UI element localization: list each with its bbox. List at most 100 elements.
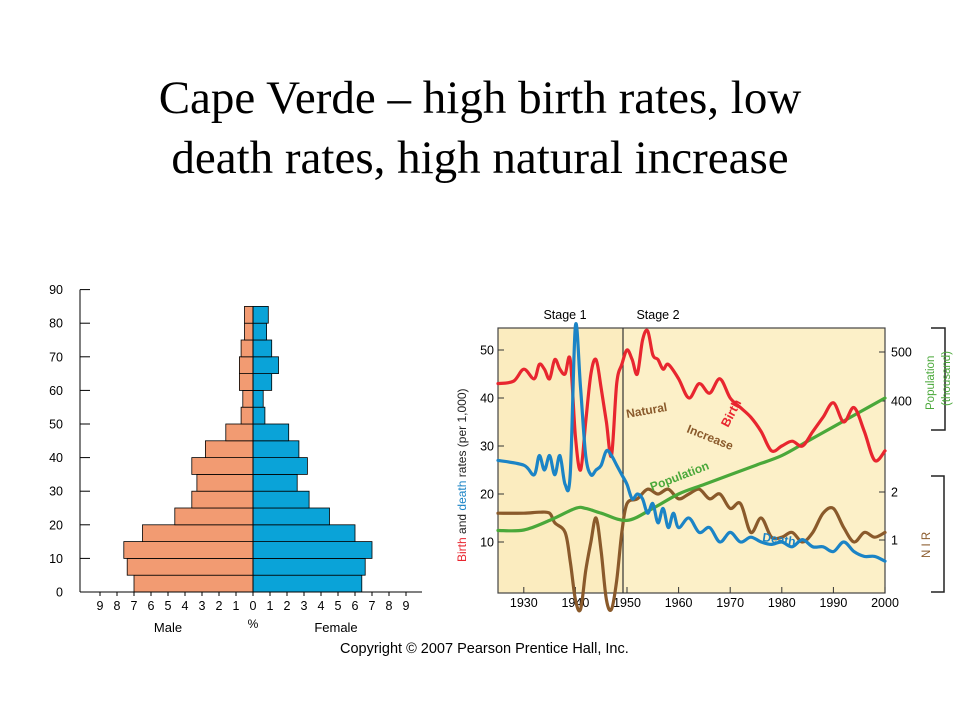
y-axis-label-birth: Birth <box>455 537 469 562</box>
pyramid-x-tick-label: 6 <box>148 599 155 613</box>
nir-axis-label: N I R <box>921 532 933 558</box>
female-bar-5-9 <box>252 558 366 576</box>
x-tick-label-1960: 1960 <box>665 596 693 610</box>
pyramid-x-tick-label: 8 <box>386 599 393 613</box>
female-bar-55-59 <box>252 389 264 408</box>
male-bar-70-74 <box>240 339 254 358</box>
female-bar-45-49 <box>252 423 290 442</box>
pyramid-x-tick-label: 2 <box>284 599 291 613</box>
slide-title: Cape Verde – high birth rates, low death… <box>0 68 960 188</box>
left-y-tick-label-50: 50 <box>480 344 494 358</box>
pyramid-x-tick-label: 3 <box>199 599 206 613</box>
x-tick-label-1980: 1980 <box>768 596 796 610</box>
male-bar-60-64 <box>238 373 254 391</box>
pyramid-y-tick-label-20: 20 <box>49 518 63 532</box>
stage-1-label: Stage 1 <box>543 308 586 322</box>
male-bar-25-29 <box>191 490 254 509</box>
pyramid-y-tick-label-70: 70 <box>49 350 63 364</box>
male-bar-55-59 <box>242 389 254 408</box>
pyramid-x-tick-label: 5 <box>165 599 172 613</box>
population-axis-label: Population <box>925 356 937 410</box>
population-bracket <box>931 327 946 431</box>
male-bar-20-24 <box>174 507 254 526</box>
y-axis-label-and: and <box>455 514 469 534</box>
male-bar-80-84 <box>244 305 254 324</box>
pyramid-male-label: Male <box>154 620 182 635</box>
pyramid-female-label: Female <box>314 620 357 635</box>
pyramid-x-tick-label: 4 <box>182 599 189 613</box>
female-bar-15-19 <box>252 524 356 542</box>
pyramid-x-tick-label: 6 <box>352 599 359 613</box>
pyramid-x-tick-label: 7 <box>369 599 376 613</box>
male-bar-45-49 <box>225 423 254 442</box>
female-bar-60-64 <box>252 373 273 391</box>
male-bar-75-79 <box>244 322 254 341</box>
pyramid-y-tick-label-80: 80 <box>49 317 63 331</box>
title-line-2: death rates, high natural increase <box>171 132 789 184</box>
male-bar-35-39 <box>191 457 254 475</box>
pyramid-y-tick-label-0: 0 <box>56 586 63 600</box>
pyramid-x-axis-label: % <box>248 617 259 631</box>
y-axis-label: Birth and death rates (per 1,000) <box>455 389 469 563</box>
male-bar-65-69 <box>238 356 254 374</box>
female-bar-70-74 <box>252 339 273 358</box>
series-line-natural-increase <box>496 487 887 613</box>
series-line-birth <box>496 328 887 472</box>
pyramid-x-tick-label: 8 <box>114 599 121 613</box>
series-line-death <box>496 322 887 563</box>
pyramid-x-tick-label: 3 <box>301 599 308 613</box>
x-tick-label-1990: 1990 <box>819 596 847 610</box>
copyright-notice: Copyright © 2007 Pearson Prentice Hall, … <box>340 641 629 657</box>
pyramid-y-tick-label-90: 90 <box>49 283 63 297</box>
nir-tick-label-1: 1 <box>891 534 898 548</box>
y-axis-label-rest: rates (per 1,000) <box>455 389 469 478</box>
male-bar-40-44 <box>204 440 254 458</box>
transition-series <box>496 322 887 613</box>
left-y-tick-label-20: 20 <box>480 488 494 502</box>
male-bar-30-34 <box>196 473 254 492</box>
stage-2-label: Stage 2 <box>636 308 679 322</box>
female-bar-10-14 <box>252 541 373 559</box>
x-tick-label-2000: 2000 <box>871 596 899 610</box>
pyramid-y-tick-label-10: 10 <box>49 552 63 566</box>
nir-bracket <box>931 475 945 593</box>
pyramid-x-tick-label: 9 <box>403 599 410 613</box>
pyramid-x-tick-label: 7 <box>131 599 138 613</box>
female-bar-65-69 <box>252 356 279 374</box>
pyramid-x-tick-label: 9 <box>97 599 104 613</box>
female-bar-0-4 <box>252 574 363 593</box>
x-tick-label-1970: 1970 <box>716 596 744 610</box>
population-tick-label-500: 500 <box>891 346 912 360</box>
series-label-death: Death <box>762 530 797 549</box>
pyramid-x-tick-label: 0 <box>250 599 257 613</box>
population-tick-label-400: 400 <box>891 395 912 409</box>
female-bar-30-34 <box>252 473 298 492</box>
female-bar-40-44 <box>252 440 300 458</box>
y-axis-label-death: death <box>455 481 469 511</box>
pyramid-y-tick-label-60: 60 <box>49 384 63 398</box>
female-bar-20-24 <box>252 507 330 526</box>
population-axis-unit: (thousand) <box>941 351 953 406</box>
pyramid-x-tick-label: 5 <box>335 599 342 613</box>
female-bar-80-84 <box>252 305 269 324</box>
pyramid-x-tick-label: 1 <box>267 599 274 613</box>
left-y-tick-label-40: 40 <box>480 392 494 406</box>
male-bar-15-19 <box>142 524 254 542</box>
female-bar-75-79 <box>252 322 268 341</box>
pyramid-x-tick-label: 2 <box>216 599 223 613</box>
female-bar-35-39 <box>252 457 308 475</box>
pyramid-y-tick-label-40: 40 <box>49 451 63 465</box>
left-y-tick-label-30: 30 <box>480 440 494 454</box>
female-bar-50-54 <box>252 406 266 425</box>
left-y-tick-label-10: 10 <box>480 536 494 550</box>
x-tick-label-1930: 1930 <box>510 596 538 610</box>
pyramid-x-tick-label: 1 <box>233 599 240 613</box>
series-line-population <box>496 396 887 533</box>
pyramid-y-tick-label-30: 30 <box>49 485 63 499</box>
female-bar-25-29 <box>252 490 310 509</box>
pyramid-bars <box>123 305 373 593</box>
